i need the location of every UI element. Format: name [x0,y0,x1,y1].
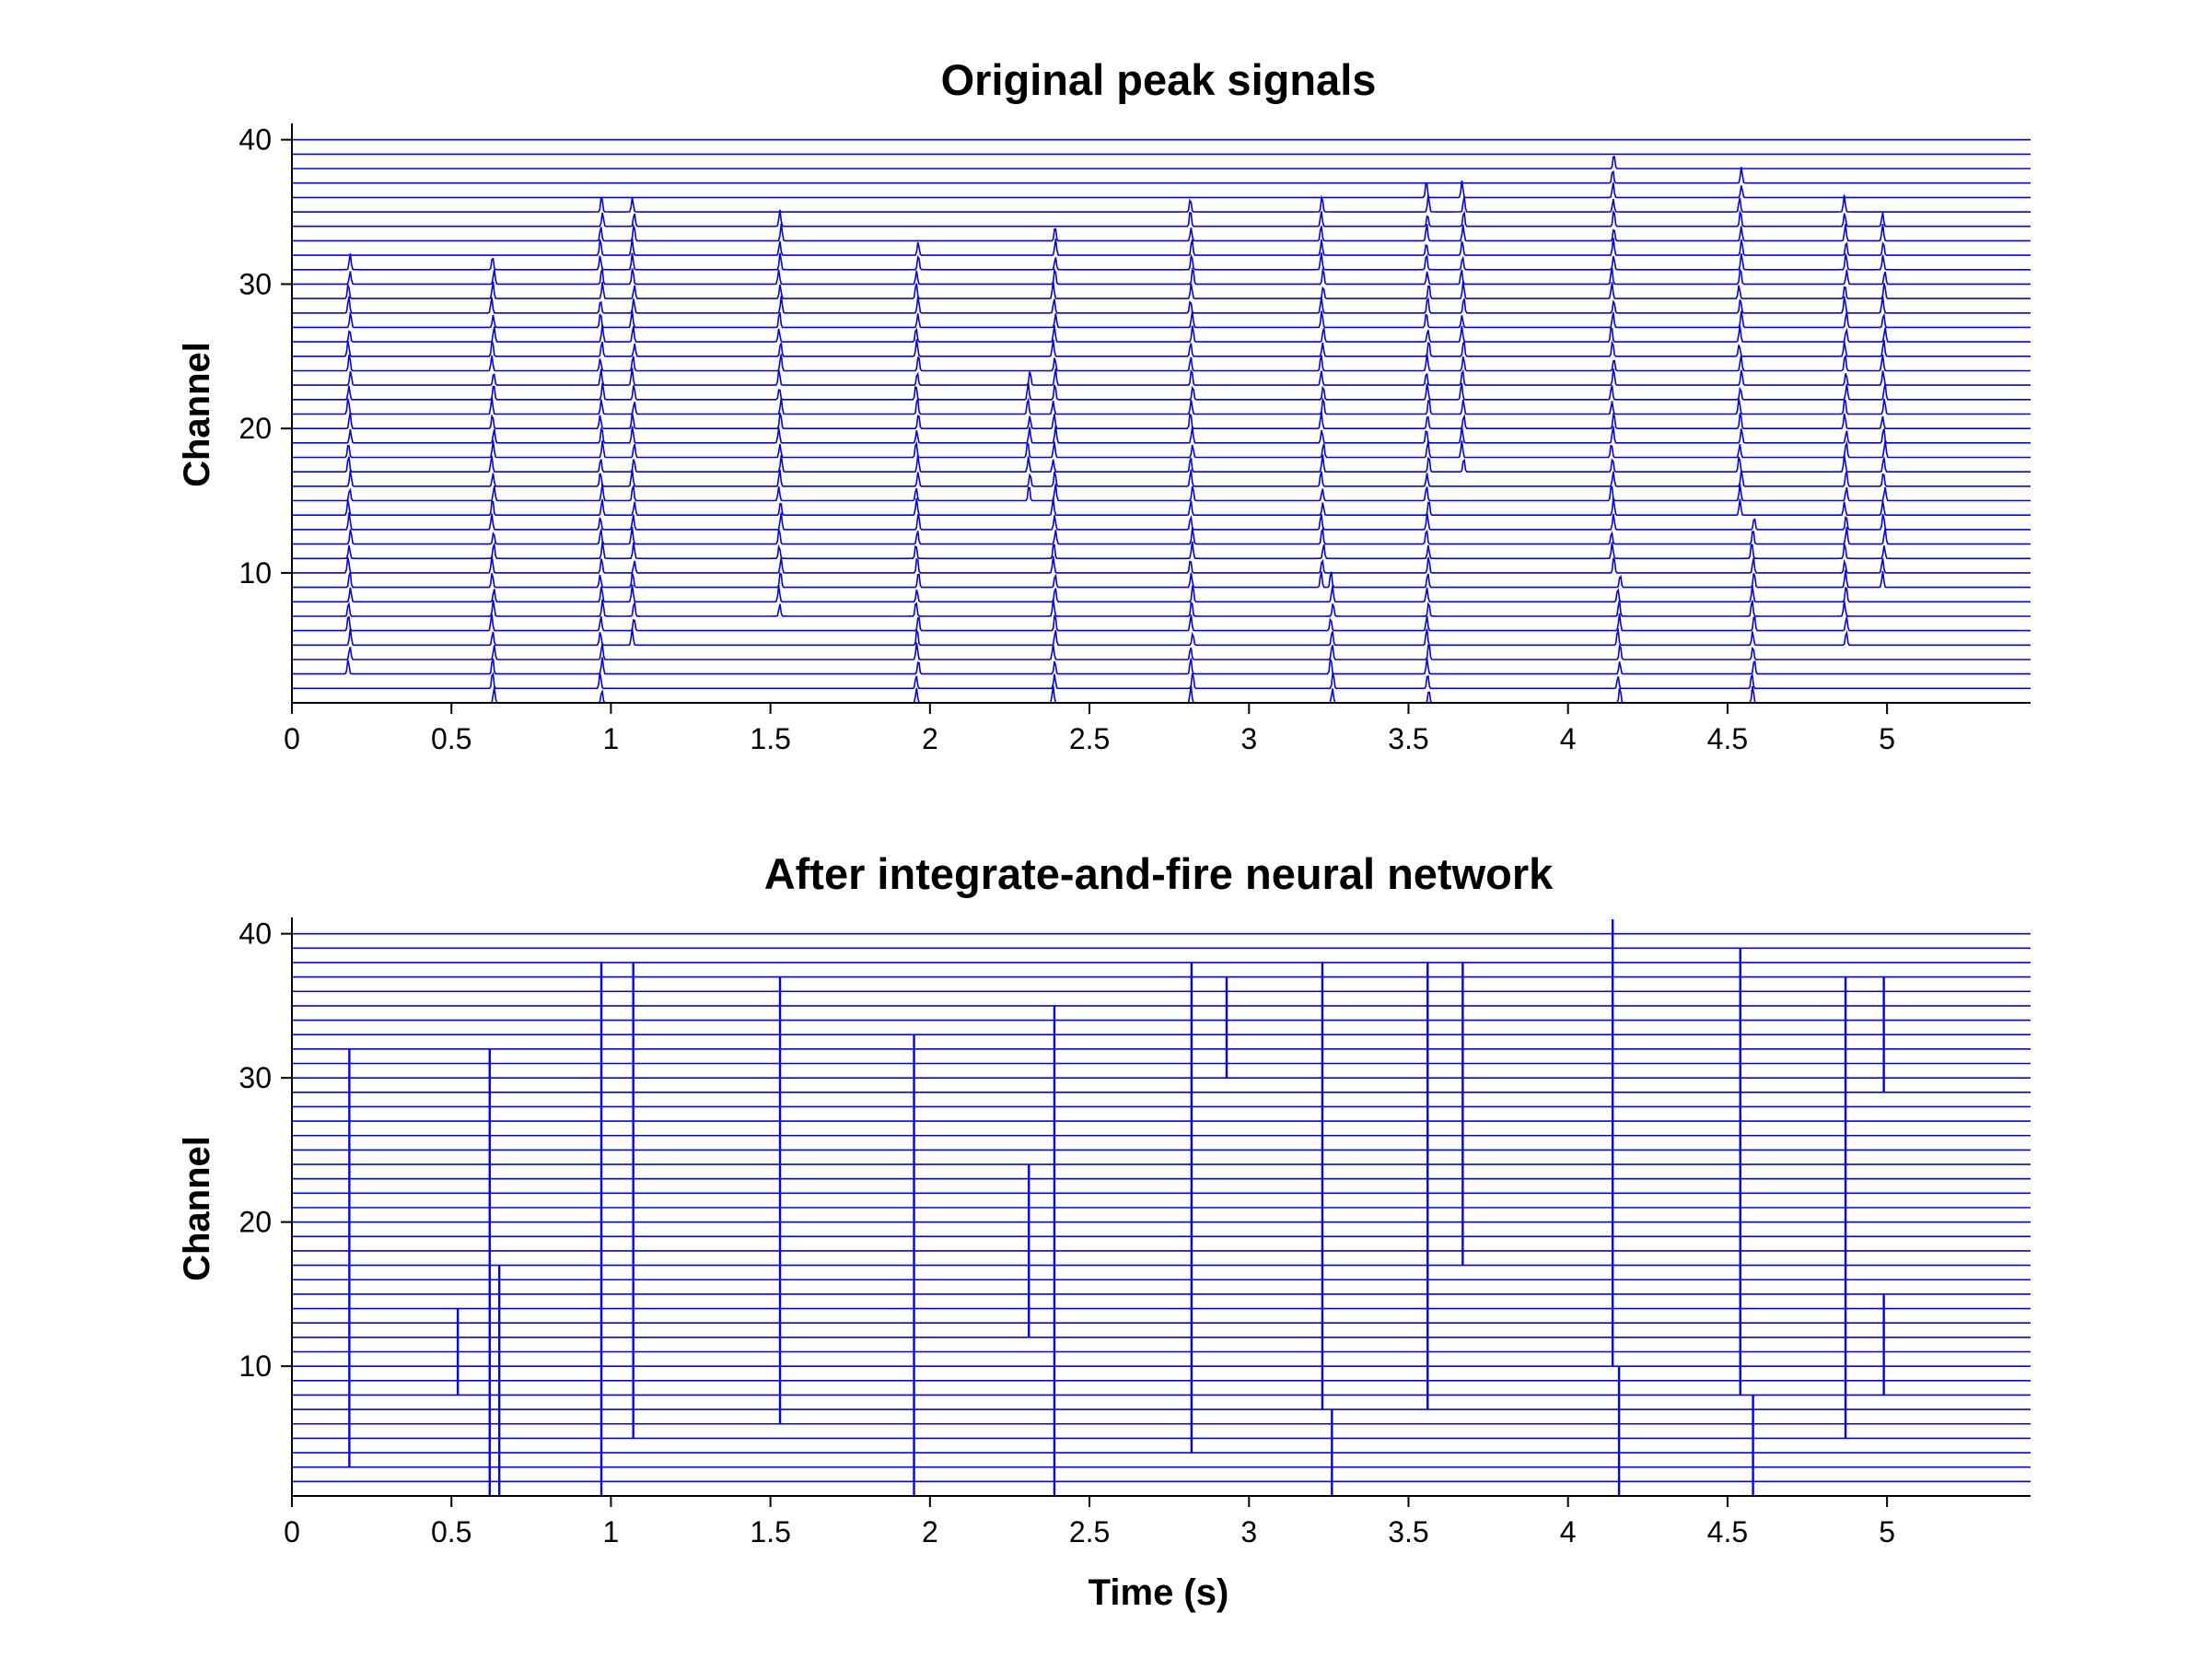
channel-trace [292,483,2031,502]
channel-trace [292,252,2031,271]
y-tick-label: 20 [239,1206,272,1239]
x-tick-label: 1.5 [750,722,790,755]
channel-trace [292,310,2031,329]
x-tick-label: 5 [1879,722,1895,755]
channel-trace [292,238,2031,256]
x-tick-label: 3.5 [1388,722,1428,755]
channel-trace [292,368,2031,386]
y-tick-label: 10 [239,1349,272,1383]
channel-trace [292,627,2031,647]
channel-trace [292,512,2031,531]
channel-trace [292,281,2031,299]
channel-trace [292,167,2031,184]
bottom-x-axis-label: Time (s) [1089,1572,1229,1613]
channel-trace [292,209,2031,228]
x-tick-label: 4.5 [1707,1515,1748,1548]
channel-trace [292,339,2031,357]
channel-trace [292,613,2031,632]
channel-trace [292,469,2031,487]
x-tick-label: 3 [1240,722,1257,755]
x-tick-label: 1.5 [750,1515,790,1548]
channel-trace [292,223,2031,242]
channel-trace [292,541,2031,560]
channel-trace [292,439,2031,459]
bottom-plot-area: 0 0.5 1 1.5 2 2.5 3 3.5 4 4.5 5 10 20 30 40 [239,917,2031,1548]
channel-trace [292,642,2031,660]
channel-trace [292,412,2031,429]
y-tick-label: 40 [239,123,272,157]
x-tick-label: 0 [284,722,300,755]
x-tick-label: 2.5 [1069,722,1110,755]
bottom-chart-title: After integrate-and-fire neural network [764,849,1554,898]
x-tick-label: 0.5 [431,1515,472,1548]
x-tick-label: 5 [1879,1515,1895,1548]
channel-trace [292,497,2031,516]
channel-trace [292,584,2031,603]
x-tick-label: 2 [922,1515,938,1548]
bottom-panel: After integrate-and-fire neural network … [177,849,2031,1613]
channel-trace [292,194,2031,213]
x-tick-label: 4 [1560,1515,1577,1548]
channel-trace [292,555,2031,574]
channel-trace [292,296,2031,314]
y-tick-label: 30 [239,267,272,300]
x-tick-label: 2.5 [1069,1515,1110,1548]
y-tick-label: 40 [239,917,272,951]
y-tick-label: 30 [239,1061,272,1094]
top-panel: Original peak signals Channel 0 0.5 1 1.5 2 2… [177,55,2031,755]
channel-trace [292,396,2031,415]
x-tick-label: 1 [603,722,620,755]
channel-trace [292,426,2031,444]
channel-trace [292,599,2031,617]
x-tick-label: 1 [603,1515,620,1548]
channel-trace [292,180,2031,199]
channel-trace [292,454,2031,473]
channel-trace [292,672,2031,690]
top-plot-area: 0 0.5 1 1.5 2 2.5 3 3.5 4 4.5 5 10 20 30 40 [239,123,2031,755]
x-tick-label: 4.5 [1707,722,1748,755]
x-tick-label: 2 [922,722,938,755]
top-chart-title: Original peak signals [941,55,1377,104]
channel-trace [292,267,2031,286]
top-y-axis-label: Channel [177,342,217,487]
channel-trace [292,382,2031,401]
channel-trace [292,657,2031,675]
y-tick-label: 20 [239,412,272,445]
channel-trace [292,526,2031,545]
y-tick-label: 10 [239,556,272,590]
x-tick-label: 3.5 [1388,1515,1428,1548]
x-tick-label: 4 [1560,722,1577,755]
channel-trace [292,324,2031,343]
channel-trace [292,569,2031,589]
channel-trace [292,156,2031,169]
channel-trace [292,353,2031,372]
bottom-y-axis-label: Channel [177,1136,217,1281]
x-tick-label: 0.5 [431,722,472,755]
x-tick-label: 3 [1240,1515,1257,1548]
x-tick-label: 0 [284,1515,300,1548]
